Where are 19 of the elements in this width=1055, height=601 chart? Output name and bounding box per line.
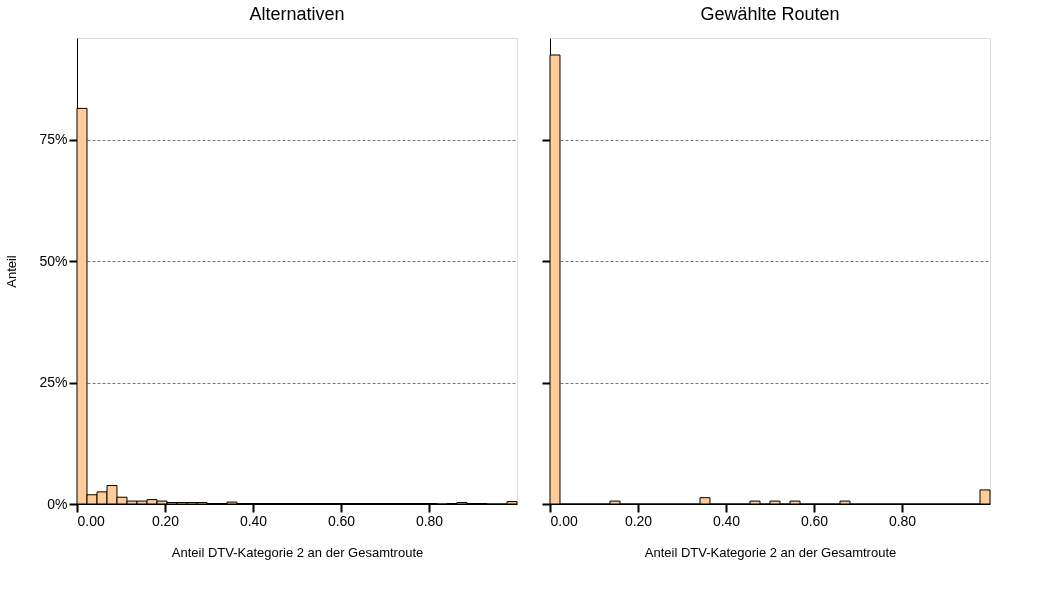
chart-title: Alternativen [249, 4, 345, 24]
x-tick-label: 0.60 [327, 512, 356, 529]
x-tick-label: 0.80 [888, 512, 917, 529]
x-tick-label: 0.40 [712, 512, 741, 529]
x-tick-label: 0.00 [77, 512, 105, 529]
x-tick-label: 0.40 [239, 512, 268, 529]
x-axis-title: Anteil DTV-Kategorie 2 an der Gesamtroute [644, 544, 897, 560]
x-tick-label: 0.80 [415, 512, 444, 529]
x-tick-label: 0.20 [624, 512, 653, 529]
chart-title: Gewählte Routen [700, 4, 840, 24]
y-tick-label: 75% [39, 131, 68, 148]
y-tick-label: 50% [39, 252, 68, 269]
y-tick-label: 25% [39, 374, 68, 391]
x-axis-title: Anteil DTV-Kategorie 2 an der Gesamtroute [171, 544, 424, 560]
x-tick-label: 0.60 [800, 512, 829, 529]
x-tick-label: 0.00 [550, 512, 578, 529]
y-axis-title: Anteil [4, 255, 20, 288]
x-tick-label: 0.20 [151, 512, 180, 529]
y-tick-label: 0% [47, 495, 68, 512]
